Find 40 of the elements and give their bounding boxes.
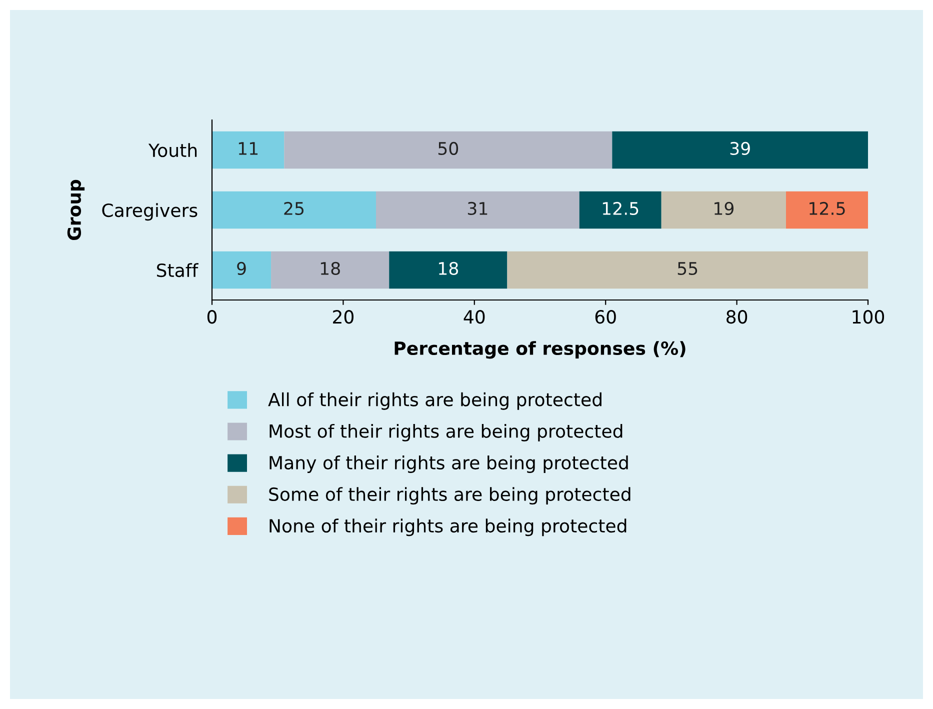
bar (212, 191, 376, 229)
x-tick-label: 40 (464, 310, 485, 324)
data-label: 11 (238, 142, 258, 155)
y-tick-label: Staff (156, 263, 198, 278)
data-label: 19 (714, 202, 734, 216)
legend-label: Many of their rights are being protected (270, 456, 628, 473)
x-tick-label: 100 (852, 310, 884, 324)
y-tick-label: Youth (148, 143, 197, 158)
data-label: 18 (439, 262, 458, 276)
bar (389, 251, 508, 289)
x-tick-label: 20 (333, 310, 354, 324)
data-label: 12.5 (602, 202, 638, 216)
x-tick-label: 80 (726, 310, 748, 324)
y-tick-label: Caregivers (102, 203, 198, 221)
legend-label: None of their rights are being protected (270, 518, 626, 536)
legend-label: Some of their rights are being protected (269, 487, 630, 505)
data-label: 9 (237, 262, 246, 276)
data-label: 31 (468, 202, 488, 216)
data-label: 18 (320, 262, 340, 276)
x-tick-label: 60 (595, 310, 616, 324)
bar (661, 191, 786, 229)
data-label: 12.5 (810, 202, 845, 216)
bar (786, 191, 868, 229)
legend-label: All of their rights are being protected (268, 392, 602, 410)
data-label: 25 (284, 202, 304, 216)
bar (612, 131, 868, 169)
bar (507, 251, 868, 289)
bar (212, 251, 272, 289)
data-label: 55 (678, 262, 698, 276)
data-label: 39 (730, 142, 750, 156)
bar (271, 251, 390, 289)
data-label: 50 (438, 142, 458, 156)
x-axis-title: Percentage of responses (%) (394, 341, 686, 359)
bar (284, 131, 612, 169)
legend-label: Most of their rights are being protected (270, 424, 622, 442)
bar (376, 191, 580, 229)
x-tick-label: 0 (207, 310, 217, 324)
bar (579, 191, 662, 229)
y-axis-title: Group (67, 180, 85, 240)
bar (212, 131, 284, 169)
